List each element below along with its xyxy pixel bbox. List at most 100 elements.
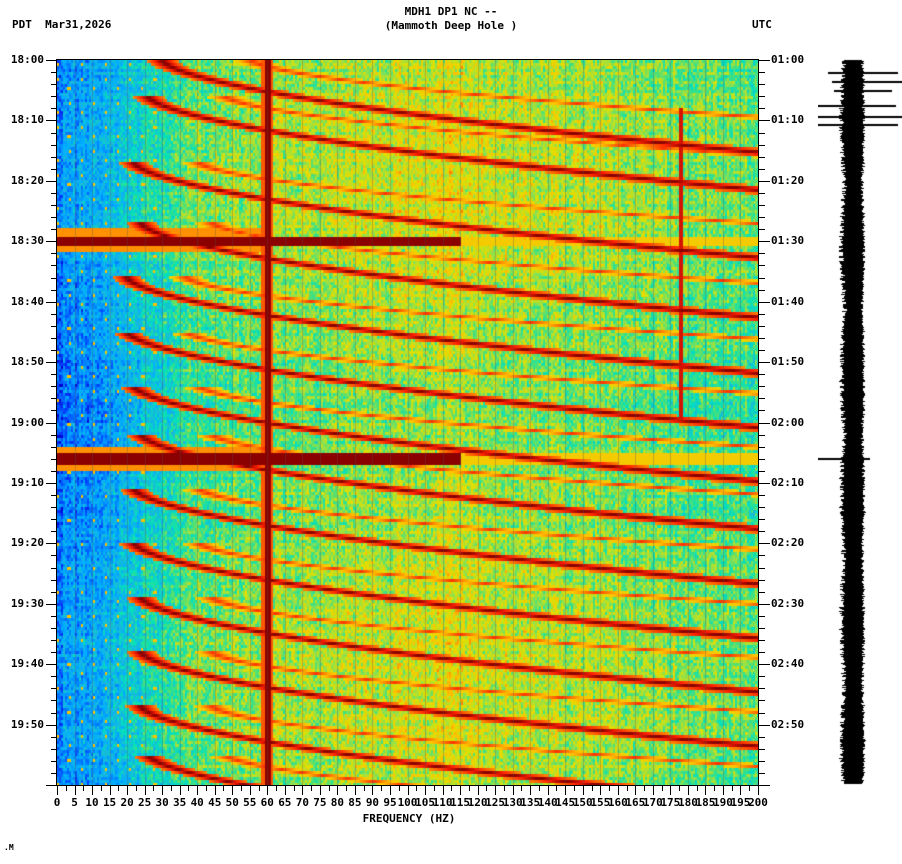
x-axis-label: 55 — [243, 796, 257, 809]
y-axis-left-label: 18:20 — [10, 174, 44, 187]
y-tick-left — [51, 278, 57, 279]
y-tick-left — [51, 84, 57, 85]
y-tick-right — [759, 386, 765, 387]
y-tick-right — [759, 471, 765, 472]
y-tick-right — [759, 640, 765, 641]
x-tick — [162, 786, 163, 795]
y-tick-right — [759, 217, 765, 218]
y-tick-left — [51, 507, 57, 508]
y-tick-right — [759, 229, 765, 230]
x-axis-label: 185 — [695, 796, 716, 809]
x-tick — [714, 786, 715, 791]
y-tick-right — [759, 604, 770, 605]
y-tick-right — [759, 507, 765, 508]
header-left-timezone-date: PDT Mar31,2026 — [12, 18, 111, 31]
x-tick — [732, 786, 733, 791]
y-tick-right — [759, 737, 765, 738]
x-tick — [688, 786, 689, 795]
y-tick-left — [51, 398, 57, 399]
y-axis-right-label: 02:10 — [771, 476, 805, 489]
x-axis-label: 65 — [278, 796, 292, 809]
y-tick-right — [759, 761, 765, 762]
x-tick — [504, 786, 505, 791]
y-tick-right — [759, 459, 765, 460]
y-axis-left-label: 19:10 — [10, 476, 44, 489]
y-tick-left — [51, 350, 57, 351]
y-axis-right-label: 01:20 — [771, 174, 805, 187]
x-tick — [565, 786, 566, 795]
y-tick-left — [51, 290, 57, 291]
x-tick — [92, 786, 93, 795]
x-tick — [609, 786, 610, 791]
y-tick-right — [759, 531, 765, 532]
y-tick-right — [759, 326, 765, 327]
x-axis-label: 10 — [85, 796, 99, 809]
y-tick-left — [46, 664, 57, 665]
x-tick — [416, 786, 417, 791]
y-tick-right — [759, 157, 765, 158]
x-axis-line — [56, 785, 759, 786]
y-tick-right — [759, 616, 765, 617]
x-tick — [600, 786, 601, 795]
x-axis-label: 115 — [450, 796, 470, 809]
x-tick — [653, 786, 654, 795]
y-tick-right — [759, 241, 770, 242]
x-tick — [337, 786, 338, 795]
y-tick-left — [51, 616, 57, 617]
x-tick — [57, 786, 58, 795]
x-tick — [372, 786, 373, 795]
x-tick — [758, 786, 759, 795]
y-tick-left — [51, 555, 57, 556]
y-tick-right — [759, 785, 770, 786]
x-tick — [66, 786, 67, 791]
y-tick-left — [51, 495, 57, 496]
x-tick — [469, 786, 470, 791]
y-tick-left — [51, 640, 57, 641]
x-tick — [320, 786, 321, 795]
x-axis-title: FREQUENCY (HZ) — [0, 812, 902, 825]
y-tick-right — [759, 725, 770, 726]
x-tick — [434, 786, 435, 791]
y-tick-left — [51, 157, 57, 158]
y-tick-left — [51, 628, 57, 629]
corner-mark: .M — [4, 843, 14, 852]
x-tick — [206, 786, 207, 791]
x-tick — [530, 786, 531, 795]
spectrogram-plot[interactable] — [57, 60, 758, 785]
y-tick-left — [51, 217, 57, 218]
y-tick-left — [46, 60, 57, 61]
y-tick-left — [51, 265, 57, 266]
x-tick — [513, 786, 514, 795]
y-tick-right — [759, 447, 765, 448]
y-tick-right — [759, 278, 765, 279]
y-axis-left-label: 19:00 — [10, 416, 44, 429]
x-tick — [521, 786, 522, 791]
y-tick-right — [759, 713, 765, 714]
y-tick-right — [759, 72, 765, 73]
y-tick-right — [759, 338, 765, 339]
y-tick-left — [51, 253, 57, 254]
y-axis-left-label: 19:40 — [10, 657, 44, 670]
helicorder-trace-panel[interactable] — [818, 58, 902, 788]
y-tick-left — [51, 592, 57, 593]
y-tick-right — [759, 169, 765, 170]
x-axis-label: 85 — [348, 796, 362, 809]
x-axis-label: 125 — [485, 796, 506, 809]
y-tick-left — [51, 737, 57, 738]
y-tick-left — [51, 652, 57, 653]
y-tick-left — [51, 374, 57, 375]
y-tick-left — [51, 749, 57, 750]
y-tick-left — [51, 72, 57, 73]
y-axis-right-label: 02:20 — [771, 536, 805, 549]
x-axis-label: 175 — [660, 796, 681, 809]
y-tick-left — [46, 483, 57, 484]
page-subtitle: (Mammoth Deep Hole ) — [384, 19, 518, 32]
x-axis-label: 95 — [383, 796, 397, 809]
y-tick-left — [46, 302, 57, 303]
x-tick — [670, 786, 671, 795]
x-tick — [215, 786, 216, 795]
y-tick-left — [51, 145, 57, 146]
x-tick — [443, 786, 444, 795]
x-tick — [267, 786, 268, 795]
y-tick-right — [759, 423, 770, 424]
